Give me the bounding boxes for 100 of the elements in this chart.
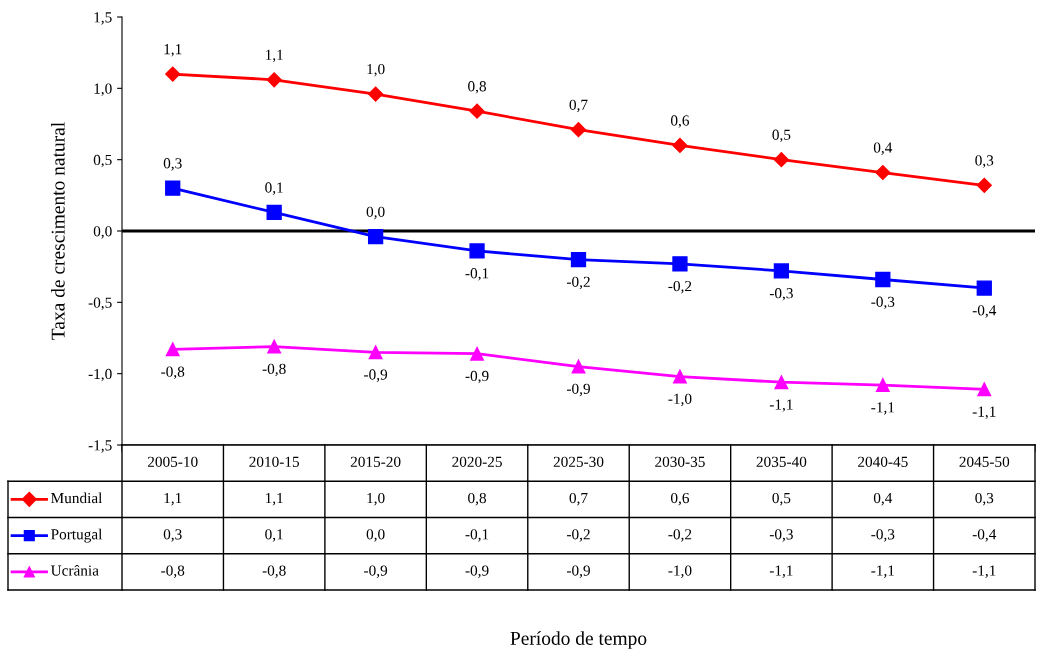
data-label: 1,1 (265, 492, 283, 506)
point (570, 251, 587, 268)
point (469, 243, 485, 259)
point (875, 378, 890, 393)
data-label: -0,3 (871, 529, 895, 542)
text: 0,1 (265, 182, 283, 195)
data-label: 0,8 (468, 492, 487, 506)
text: -0,2 (566, 276, 590, 290)
text: -0,2 (668, 280, 692, 294)
point (368, 345, 383, 360)
y-tick-label: -0,5 (88, 297, 112, 310)
data-label: -1,1 (871, 565, 895, 578)
point (774, 375, 789, 390)
point (773, 152, 789, 168)
point (469, 103, 485, 119)
point (773, 263, 790, 279)
text: 0,7 (569, 99, 588, 113)
text: -0,4 (972, 305, 997, 318)
text: -0,8 (161, 366, 185, 380)
data-label: -0,2 (668, 529, 692, 542)
point (672, 256, 688, 272)
point (368, 86, 384, 102)
data-label: 0,7 (569, 492, 588, 506)
y-tick-label: -1,5 (88, 440, 112, 453)
text: -0,9 (465, 370, 489, 384)
text: 0,3 (975, 155, 994, 168)
point (266, 204, 282, 221)
point (267, 339, 282, 354)
text: -0,9 (566, 383, 590, 397)
point (571, 359, 586, 374)
point (165, 66, 181, 82)
x-tick-label: 2015-20 (350, 456, 401, 467)
text: 1,1 (164, 44, 182, 57)
data-label: 0,0 (366, 529, 385, 542)
text: -1,1 (972, 406, 996, 419)
x-tick-label: 2020-25 (452, 456, 502, 467)
data-label: 1,1 (164, 492, 182, 506)
x-tick-label: 2030-35 (655, 456, 705, 467)
legend-label: Ucrânia (50, 564, 99, 576)
text: 0,3 (163, 158, 182, 171)
y-tick-label: 0,0 (93, 226, 112, 239)
legend-label: Portugal (51, 528, 103, 543)
x-tick-label: 2025-30 (553, 456, 604, 467)
data-label: 0,1 (265, 529, 283, 542)
point (976, 280, 992, 296)
point (165, 180, 181, 196)
point (165, 342, 180, 357)
data-label: -0,1 (465, 529, 489, 542)
text: 0,4 (873, 142, 893, 155)
text: 0,0 (366, 206, 385, 220)
y-tick-label: 1,5 (94, 12, 112, 25)
text: -0,3 (871, 296, 895, 310)
x-tick-label: 2035-40 (756, 456, 807, 467)
y-axis-title: Taxa de crescimento natural (51, 122, 65, 340)
data-label: 0,5 (772, 492, 791, 506)
x-tick-label: 2045-50 (959, 456, 1010, 467)
text: 1,1 (265, 49, 283, 63)
x-tick-label: 2010-15 (249, 456, 300, 467)
data-label: 0,3 (975, 492, 994, 506)
data-label: -0,9 (465, 565, 489, 578)
data-label: -1,0 (668, 565, 692, 578)
data-label: -1,1 (972, 565, 996, 578)
data-label: -0,8 (262, 565, 286, 578)
data-label: -0,9 (364, 565, 388, 578)
data-label: -1,1 (769, 565, 793, 578)
point (875, 164, 891, 181)
point (672, 137, 688, 153)
data-label: -0,8 (161, 565, 185, 578)
point (875, 271, 891, 288)
point (976, 177, 992, 193)
point (266, 72, 282, 88)
x-tick-label: 2005-10 (147, 456, 198, 467)
y-tick-label: 1,0 (94, 83, 112, 96)
text: -0,1 (465, 268, 489, 281)
text: 1,0 (367, 63, 385, 77)
text: -1,1 (871, 402, 895, 415)
point (977, 382, 992, 397)
data-label: -0,9 (566, 565, 590, 578)
point (367, 229, 384, 245)
text: 0,6 (670, 115, 690, 128)
point (672, 369, 687, 384)
text: -0,8 (262, 363, 286, 377)
data-label: -0,3 (769, 529, 793, 542)
text: 0,8 (468, 81, 487, 94)
data-label: 0,4 (873, 492, 893, 506)
text: -0,9 (364, 369, 388, 382)
point (470, 346, 485, 361)
text: 0,5 (772, 129, 791, 143)
data-label: -0,4 (972, 529, 997, 542)
text: -0,3 (769, 288, 793, 301)
x-tick-label: 2040-45 (858, 456, 908, 467)
text: -1,0 (668, 393, 692, 407)
text: -1,1 (769, 399, 793, 412)
y-tick-label: 0,5 (93, 154, 112, 168)
data-label: 0,6 (670, 492, 690, 506)
data-label: -0,2 (566, 529, 590, 542)
legend-label: Mundial (51, 492, 103, 504)
point (570, 122, 587, 138)
text: Período de tempo (510, 631, 647, 649)
y-tick-label: -1,0 (88, 368, 112, 382)
